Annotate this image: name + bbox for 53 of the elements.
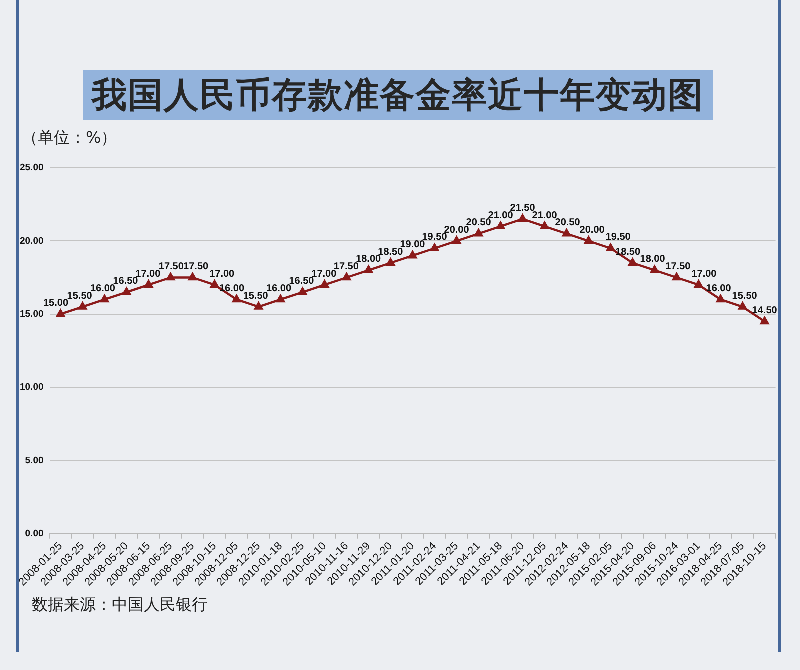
data-label: 17.00 xyxy=(210,268,236,280)
y-tick-label: 5.00 xyxy=(25,455,44,466)
point xyxy=(606,244,616,252)
point xyxy=(496,222,506,230)
data-label: 15.50 xyxy=(732,290,758,302)
y-tick-label: 25.00 xyxy=(20,162,44,174)
point xyxy=(562,229,572,237)
point xyxy=(628,258,638,266)
point xyxy=(298,288,307,296)
point xyxy=(738,302,748,310)
y-tick-label: 15.00 xyxy=(20,308,44,320)
y-tick-label: 0.00 xyxy=(25,528,44,540)
point xyxy=(210,280,219,288)
point xyxy=(540,222,550,230)
data-label: 17.00 xyxy=(692,268,718,280)
data-label: 19.50 xyxy=(606,232,632,244)
y-tick-label: 10.00 xyxy=(20,382,44,394)
data-label: 20.50 xyxy=(555,218,581,229)
point xyxy=(364,266,374,274)
data-label: 15.50 xyxy=(243,290,269,302)
point xyxy=(408,251,418,259)
point xyxy=(342,273,351,281)
point xyxy=(166,273,175,281)
data-label: 17.50 xyxy=(666,262,692,273)
point xyxy=(144,280,153,288)
point xyxy=(320,280,329,288)
data-label: 15.00 xyxy=(43,298,69,310)
data-label: 14.50 xyxy=(752,305,778,316)
data-label: 18.50 xyxy=(616,246,641,258)
source-note: 数据来源：中国人民银行 xyxy=(32,595,208,616)
point xyxy=(474,229,484,237)
point xyxy=(760,316,770,325)
data-label: 16.00 xyxy=(706,283,732,294)
data-label: 18.00 xyxy=(640,254,666,266)
point xyxy=(650,266,660,274)
point xyxy=(672,273,682,281)
point xyxy=(694,280,704,288)
data-label: 16.00 xyxy=(219,283,245,294)
chart-title: 我国人民币存款准备金率近十年变动图 xyxy=(92,74,704,118)
point xyxy=(78,302,87,310)
point xyxy=(584,236,594,244)
point xyxy=(452,236,462,244)
point xyxy=(56,310,65,318)
y-tick-label: 20.00 xyxy=(20,236,44,247)
point xyxy=(188,273,197,281)
data-label: 20.00 xyxy=(580,224,606,236)
point xyxy=(386,258,396,266)
y-axis-title: （单位：%） xyxy=(22,128,118,149)
data-label: 15.50 xyxy=(67,290,93,302)
point xyxy=(430,244,440,252)
data-label: 17.50 xyxy=(184,262,210,273)
point xyxy=(122,288,131,296)
point xyxy=(254,302,263,310)
